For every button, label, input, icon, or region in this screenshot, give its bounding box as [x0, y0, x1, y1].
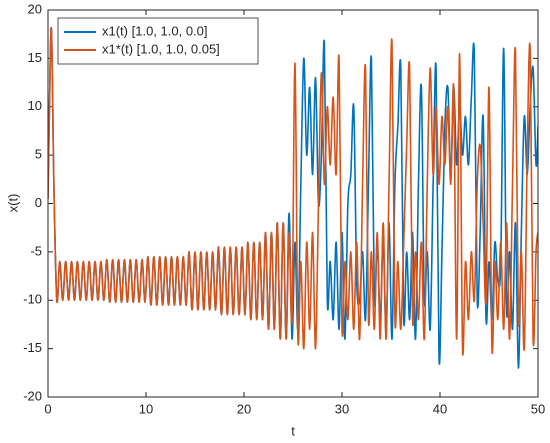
y-tick-label: 20 — [28, 1, 42, 16]
plot-frame — [47, 9, 539, 398]
y-tick-label: 10 — [28, 98, 42, 113]
legend-label: x1*(t) [1.0, 1.0, 0.05] — [102, 41, 220, 56]
y-axis-label: x(t) — [5, 194, 20, 213]
x-tick-label: 40 — [433, 401, 447, 416]
legend-label: x1(t) [1.0, 1.0, 0.0] — [102, 23, 208, 38]
line-series — [48, 26, 538, 356]
y-tick-label: -20 — [23, 388, 42, 403]
y-tick-label: 15 — [28, 50, 42, 65]
y-tick-label: 0 — [35, 195, 42, 210]
x-tick-label: 20 — [237, 401, 251, 416]
x-tick-label: 0 — [44, 401, 51, 416]
x-tick-label: 10 — [139, 401, 153, 416]
x-tick-label: 30 — [335, 401, 349, 416]
y-tick-label: -5 — [30, 243, 42, 258]
x-tick-label: 50 — [531, 401, 545, 416]
x-axis-label: t — [291, 423, 295, 438]
y-tick-label: -15 — [23, 340, 42, 355]
y-tick-label: 5 — [35, 147, 42, 162]
y-tick-label: -10 — [23, 292, 42, 307]
legend-box — [57, 17, 259, 65]
